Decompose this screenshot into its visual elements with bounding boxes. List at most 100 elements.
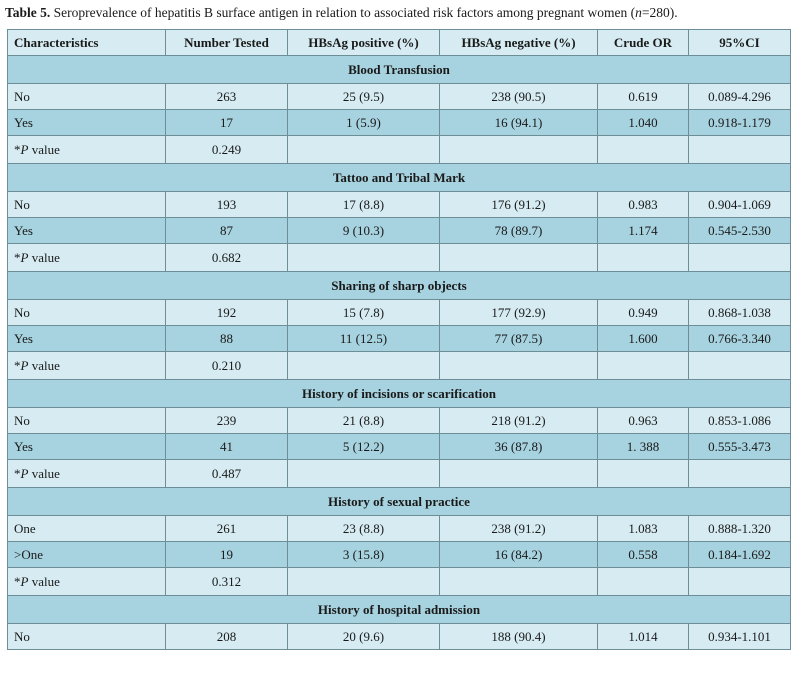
cell-number-tested: 19 (166, 542, 288, 568)
table-number: Table 5. (5, 5, 51, 20)
cell-hbsag-negative: 188 (90.4) (440, 624, 598, 650)
row-label: Yes (8, 434, 166, 460)
cell-hbsag-negative: 176 (91.2) (440, 192, 598, 218)
section-title: Blood Transfusion (8, 56, 791, 84)
cell-number-tested: 192 (166, 300, 288, 326)
p-value: 0.249 (166, 136, 288, 164)
cell-number-tested: 193 (166, 192, 288, 218)
p-word: value (31, 573, 60, 589)
section-title: Sharing of sharp objects (8, 272, 791, 300)
column-header: HBsAg negative (%) (440, 30, 598, 56)
column-header: Crude OR (598, 30, 689, 56)
cell-95ci: 0.089-4.296 (689, 84, 791, 110)
p-value-row: *P value 0.312 (8, 568, 791, 596)
table-row: No 208 20 (9.6) 188 (90.4) 1.014 0.934-1.101 (8, 624, 791, 650)
cell-crude-or: 0.963 (598, 408, 689, 434)
cell-hbsag-positive: 3 (15.8) (288, 542, 440, 568)
column-header: HBsAg positive (%) (288, 30, 440, 56)
caption-n-symbol: n (635, 5, 642, 20)
table-row: Yes 17 1 (5.9) 16 (94.1) 1.040 0.918-1.179 (8, 110, 791, 136)
empty-cell (689, 568, 791, 596)
cell-95ci: 0.904-1.069 (689, 192, 791, 218)
empty-cell (440, 352, 598, 380)
risk-factor-table: Characteristics Number Tested HBsAg posi… (7, 29, 791, 650)
cell-number-tested: 261 (166, 516, 288, 542)
cell-hbsag-negative: 36 (87.8) (440, 434, 598, 460)
caption-text-end: =280). (641, 5, 678, 20)
row-label: No (8, 192, 166, 218)
row-label: No (8, 624, 166, 650)
table-row: No 239 21 (8.8) 218 (91.2) 0.963 0.853-1.086 (8, 408, 791, 434)
cell-hbsag-negative: 238 (90.5) (440, 84, 598, 110)
section-title: History of incisions or scarification (8, 380, 791, 408)
cell-95ci: 0.934-1.101 (689, 624, 791, 650)
column-header: Number Tested (166, 30, 288, 56)
cell-number-tested: 239 (166, 408, 288, 434)
cell-hbsag-positive: 5 (12.2) (288, 434, 440, 460)
cell-number-tested: 17 (166, 110, 288, 136)
p-value-label: *P value (8, 568, 166, 596)
section-header-row: History of incisions or scarification (8, 380, 791, 408)
table-row: Yes 87 9 (10.3) 78 (89.7) 1.174 0.545-2.530 (8, 218, 791, 244)
cell-number-tested: 88 (166, 326, 288, 352)
row-label: Yes (8, 326, 166, 352)
empty-cell (689, 352, 791, 380)
caption-text: Seroprevalence of hepatitis B surface an… (50, 5, 636, 20)
cell-crude-or: 0.983 (598, 192, 689, 218)
column-header: 95%CI (689, 30, 791, 56)
row-label: One (8, 516, 166, 542)
cell-hbsag-positive: 1 (5.9) (288, 110, 440, 136)
cell-hbsag-negative: 238 (91.2) (440, 516, 598, 542)
cell-number-tested: 87 (166, 218, 288, 244)
p-value-label: *P value (8, 460, 166, 488)
empty-cell (440, 568, 598, 596)
p-value-row: *P value 0.682 (8, 244, 791, 272)
empty-cell (288, 460, 440, 488)
cell-number-tested: 41 (166, 434, 288, 460)
table-caption: Table 5. Seroprevalence of hepatitis B s… (5, 3, 795, 23)
cell-crude-or: 0.619 (598, 84, 689, 110)
p-prefix: * (14, 141, 21, 157)
table-row: No 192 15 (7.8) 177 (92.9) 0.949 0.868-1.038 (8, 300, 791, 326)
cell-hbsag-positive: 17 (8.8) (288, 192, 440, 218)
p-symbol: P (20, 357, 29, 373)
empty-cell (598, 136, 689, 164)
cell-hbsag-positive: 15 (7.8) (288, 300, 440, 326)
p-value: 0.682 (166, 244, 288, 272)
p-value: 0.312 (166, 568, 288, 596)
cell-95ci: 0.868-1.038 (689, 300, 791, 326)
p-prefix: * (14, 357, 21, 373)
cell-95ci: 0.918-1.179 (689, 110, 791, 136)
empty-cell (689, 244, 791, 272)
cell-crude-or: 1.174 (598, 218, 689, 244)
table-row: >One 19 3 (15.8) 16 (84.2) 0.558 0.184-1.692 (8, 542, 791, 568)
empty-cell (689, 136, 791, 164)
p-value-label: *P value (8, 136, 166, 164)
p-prefix: * (14, 465, 21, 481)
table-row: Yes 41 5 (12.2) 36 (87.8) 1. 388 0.555-3.473 (8, 434, 791, 460)
p-symbol: P (20, 465, 29, 481)
p-value: 0.487 (166, 460, 288, 488)
cell-crude-or: 0.558 (598, 542, 689, 568)
row-label: No (8, 300, 166, 326)
table-row: One 261 23 (8.8) 238 (91.2) 1.083 0.888-1.320 (8, 516, 791, 542)
section-title: Tattoo and Tribal Mark (8, 164, 791, 192)
table-row: No 193 17 (8.8) 176 (91.2) 0.983 0.904-1.069 (8, 192, 791, 218)
p-symbol: P (20, 141, 29, 157)
empty-cell (689, 460, 791, 488)
p-prefix: * (14, 573, 21, 589)
p-symbol: P (20, 573, 29, 589)
p-symbol: P (20, 249, 29, 265)
empty-cell (440, 460, 598, 488)
cell-hbsag-negative: 16 (94.1) (440, 110, 598, 136)
cell-hbsag-negative: 218 (91.2) (440, 408, 598, 434)
empty-cell (598, 244, 689, 272)
cell-hbsag-positive: 21 (8.8) (288, 408, 440, 434)
section-title: History of hospital admission (8, 596, 791, 624)
p-value: 0.210 (166, 352, 288, 380)
empty-cell (288, 568, 440, 596)
p-value-row: *P value 0.249 (8, 136, 791, 164)
cell-95ci: 0.184-1.692 (689, 542, 791, 568)
cell-hbsag-negative: 77 (87.5) (440, 326, 598, 352)
p-word: value (31, 357, 60, 373)
